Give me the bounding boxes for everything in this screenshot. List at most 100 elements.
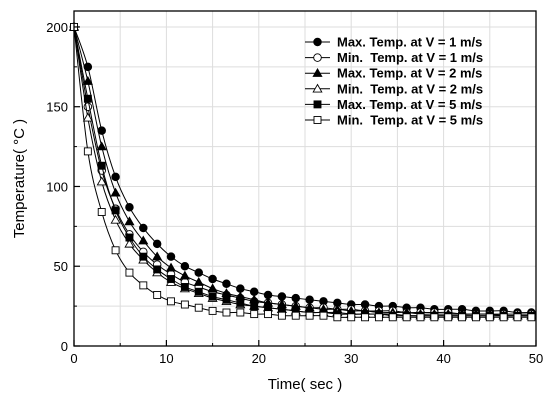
data-point	[97, 161, 106, 170]
series-line	[73, 26, 532, 317]
data-point	[485, 313, 494, 322]
data-point	[97, 208, 106, 216]
data-point	[180, 283, 189, 291]
y-tick-label: 150	[46, 100, 68, 115]
series-line	[73, 26, 532, 314]
data-point	[139, 223, 148, 233]
legend-marker	[313, 100, 322, 109]
x-tick-label: 20	[252, 351, 266, 366]
data-point	[222, 308, 231, 317]
legend-label: Max. Temp. at V = 2 m/s	[337, 66, 482, 81]
legend-marker	[313, 53, 322, 62]
data-point	[527, 313, 536, 322]
x-tick-label: 30	[344, 351, 358, 366]
data-point	[264, 310, 272, 319]
data-point	[388, 313, 397, 322]
data-point	[374, 313, 383, 322]
legend-marker	[312, 67, 323, 77]
legend-label: Min. Temp. at V = 2 m/s	[337, 81, 483, 96]
data-point	[250, 310, 259, 319]
data-point	[194, 287, 203, 296]
data-point	[277, 311, 286, 320]
x-tick-label: 0	[70, 351, 77, 366]
legend-item: Min. Temp. at V = 5 m/s	[305, 113, 483, 128]
data-point	[110, 187, 121, 197]
data-point	[82, 112, 93, 122]
data-point	[222, 295, 231, 304]
series-layer	[68, 21, 537, 322]
data-point	[139, 252, 148, 261]
data-point	[208, 292, 217, 301]
axis-ticks: 0 10 20 30 40 50 0 50 100 150 200	[46, 20, 543, 366]
data-point	[167, 297, 175, 306]
y-tick-label: 0	[61, 339, 68, 354]
data-point	[208, 274, 217, 284]
data-point	[110, 214, 121, 224]
y-axis-label: Temperature( °C )	[11, 119, 28, 238]
data-point	[194, 303, 203, 312]
data-point	[222, 279, 231, 289]
data-point	[207, 283, 218, 293]
legend-marker	[313, 116, 322, 124]
series-6	[70, 23, 536, 322]
data-point	[96, 141, 107, 151]
data-point	[153, 291, 162, 299]
data-point	[249, 287, 259, 297]
legend-label: Min. Temp. at V = 1 m/s	[337, 50, 483, 65]
legend-item: Max. Temp. at V = 2 m/s	[305, 66, 482, 81]
data-point	[499, 313, 508, 322]
data-point	[139, 281, 148, 290]
data-point	[167, 275, 175, 283]
data-point	[236, 308, 245, 317]
data-point	[138, 235, 149, 245]
data-point	[291, 293, 301, 303]
data-point	[471, 313, 480, 322]
data-point	[513, 313, 522, 322]
grid	[74, 11, 536, 346]
data-point	[250, 302, 259, 311]
data-point	[361, 313, 370, 322]
data-point	[430, 313, 439, 322]
data-point	[96, 176, 107, 186]
data-point	[458, 313, 467, 322]
legend-item: Min. Temp. at V = 1 m/s	[305, 50, 483, 65]
data-point	[125, 268, 134, 277]
data-point	[305, 311, 314, 320]
data-point	[152, 239, 162, 249]
data-point	[83, 147, 92, 156]
y-tick-label: 200	[46, 20, 68, 35]
x-tick-label: 50	[529, 351, 543, 366]
data-point	[402, 313, 411, 322]
data-point	[347, 313, 356, 322]
data-point	[125, 202, 134, 212]
y-tick-label: 100	[46, 179, 68, 194]
data-point	[165, 262, 177, 272]
data-point	[277, 292, 287, 301]
data-point	[166, 252, 176, 261]
data-point	[83, 94, 92, 103]
data-point	[319, 311, 328, 320]
legend-item: Max. Temp. at V = 5 m/s	[305, 97, 482, 112]
data-point	[153, 265, 162, 274]
data-point	[111, 172, 120, 182]
series-line	[73, 26, 532, 317]
data-point	[124, 216, 135, 226]
legend-marker	[312, 83, 323, 93]
data-point	[111, 246, 120, 255]
data-point	[179, 270, 190, 280]
x-axis-label: Time( sec )	[268, 376, 342, 393]
data-point	[208, 306, 217, 315]
data-point	[444, 313, 453, 322]
data-point	[111, 206, 120, 215]
data-point	[333, 313, 342, 322]
data-point	[305, 295, 314, 304]
x-tick-label: 40	[436, 351, 450, 366]
y-tick-label: 50	[54, 259, 68, 274]
data-point	[125, 233, 134, 242]
data-point	[194, 268, 203, 277]
legend-item: Min. Temp. at V = 2 m/s	[305, 81, 483, 96]
legend-marker	[313, 37, 322, 47]
data-point	[124, 238, 135, 248]
